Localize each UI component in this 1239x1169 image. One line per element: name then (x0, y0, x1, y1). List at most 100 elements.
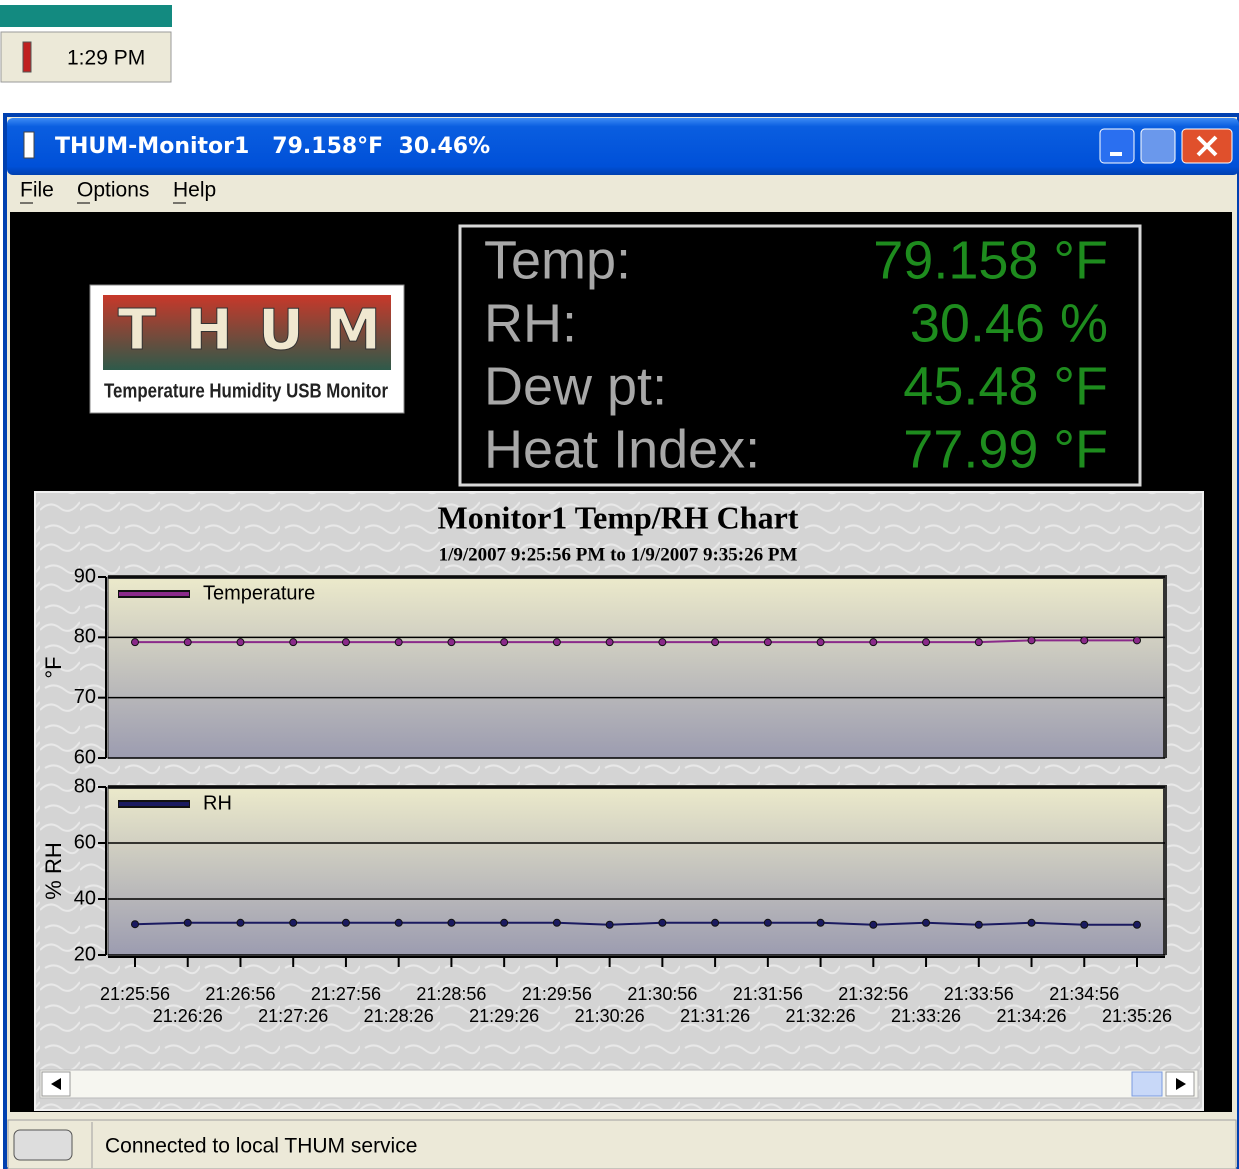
data-point (341, 918, 350, 927)
x-tick-label: 21:26:56 (205, 984, 275, 1004)
scroll-right[interactable] (1165, 1071, 1195, 1097)
x-tick-label: 21:25:56 (100, 984, 170, 1004)
data-point (763, 638, 772, 647)
maximize-button[interactable] (1140, 128, 1176, 164)
menu-item[interactable]: Help (173, 179, 216, 202)
charts: 60 70 80 90 °F Temperature 20 40 60 80 % RH RH 21:25… (41, 565, 1172, 1025)
data-point (552, 918, 561, 927)
scrollbar[interactable] (39, 1069, 1199, 1099)
data-point (816, 918, 825, 927)
y-tick-label: 90 (74, 565, 96, 587)
status-text: Connected to local THUM service (105, 1135, 417, 1158)
plot-area (107, 786, 1166, 956)
data-point (289, 638, 298, 647)
data-point (236, 918, 245, 927)
chart-title: Monitor1 Temp/RH Chart (438, 499, 799, 535)
scroll-left-arrow (51, 1078, 61, 1090)
y-axis-label: °F (41, 656, 66, 678)
data-point (922, 638, 931, 647)
x-tick-label: 21:29:56 (522, 984, 592, 1004)
x-tick-label: 21:27:26 (258, 1006, 328, 1026)
menu-item[interactable]: Options (77, 179, 149, 202)
y-tick-label: 80 (74, 775, 96, 797)
readings-panel (458, 224, 1142, 487)
data-point (974, 638, 983, 647)
x-tick-label: 21:30:56 (627, 984, 697, 1004)
y-tick-label: 60 (74, 831, 96, 853)
clock: 1:29 PM (67, 47, 145, 70)
logo-letter: U (258, 298, 303, 363)
reading-label: Heat Index: (484, 419, 760, 479)
data-point (289, 918, 298, 927)
y-axis-label: % RH (41, 842, 66, 899)
data-point (1027, 918, 1036, 927)
data-point (552, 638, 561, 647)
x-tick-label: 21:26:26 (153, 1006, 223, 1026)
thermometer-icon (22, 41, 32, 73)
y-tick-label: 20 (74, 943, 96, 965)
y-tick-label: 60 (74, 746, 96, 768)
reading-label: Dew pt: (484, 356, 667, 416)
data-point (447, 638, 456, 647)
app-icon (23, 131, 35, 159)
x-tick-label: 21:33:56 (944, 984, 1014, 1004)
x-tick-label: 21:30:26 (575, 1006, 645, 1026)
series-line (134, 921, 1137, 926)
data-point (869, 920, 878, 929)
data-point (1133, 636, 1141, 645)
data-point (131, 638, 139, 647)
data-point (1027, 636, 1036, 645)
data-point (394, 638, 403, 647)
taskbar-strip (0, 5, 172, 27)
x-tick-label: 21:34:26 (996, 1006, 1066, 1026)
reading-value: 77.99 °F (903, 419, 1108, 479)
y-tick-label: 40 (74, 887, 96, 909)
data-point (1133, 920, 1141, 929)
data-point (131, 920, 139, 929)
reading-value: 79.158 °F (873, 230, 1108, 290)
data-point (711, 638, 720, 647)
window-title: THUM-Monitor1 79.158°F 30.46% (55, 134, 490, 159)
reading-label: Temp: (484, 230, 631, 290)
data-point (183, 638, 192, 647)
x-tick-label: 21:32:26 (786, 1006, 856, 1026)
data-point (869, 638, 878, 647)
x-tick-label: 21:29:26 (469, 1006, 539, 1026)
readings: Temp: 79.158 °F RH: 30.46 % Dew pt: 45.48 °F H… (484, 230, 1108, 479)
data-point (394, 918, 403, 927)
x-tick-label: 21:28:26 (364, 1006, 434, 1026)
logo-letter: M (325, 298, 381, 363)
x-tick-label: 21:35:26 (1102, 1006, 1172, 1026)
close-glyph (1196, 135, 1218, 157)
legend-label: RH (203, 792, 232, 814)
data-point (658, 918, 667, 927)
menu-item[interactable]: File (20, 179, 54, 202)
chart-subtitle: 1/9/2007 9:25:56 PM to 1/9/2007 9:35:26 … (439, 544, 798, 565)
logo-banner (103, 295, 391, 370)
data-point (658, 638, 667, 647)
data-point (605, 920, 614, 929)
series-line (135, 639, 1137, 644)
data-point (447, 918, 456, 927)
x-tick-label: 21:27:56 (311, 984, 381, 1004)
data-point (711, 918, 720, 927)
scroll-thumb[interactable] (1131, 1071, 1163, 1097)
reading-value: 45.48 °F (903, 356, 1108, 416)
data-point (763, 918, 772, 927)
logo-letter: T (118, 298, 156, 363)
y-tick-label: 80 (74, 626, 96, 648)
legend-label: Temperature (203, 582, 315, 604)
reading-label: RH: (484, 293, 577, 353)
data-point (500, 918, 509, 927)
data-point (1080, 636, 1089, 645)
logo-caption: Temperature Humidity USB Monitor (104, 380, 388, 402)
data-point (922, 918, 931, 927)
data-point (1080, 920, 1089, 929)
minimize-button[interactable] (1099, 128, 1135, 164)
data-point (236, 638, 245, 647)
status-bar (7, 1119, 1237, 1169)
minimize-glyph (1110, 152, 1122, 156)
